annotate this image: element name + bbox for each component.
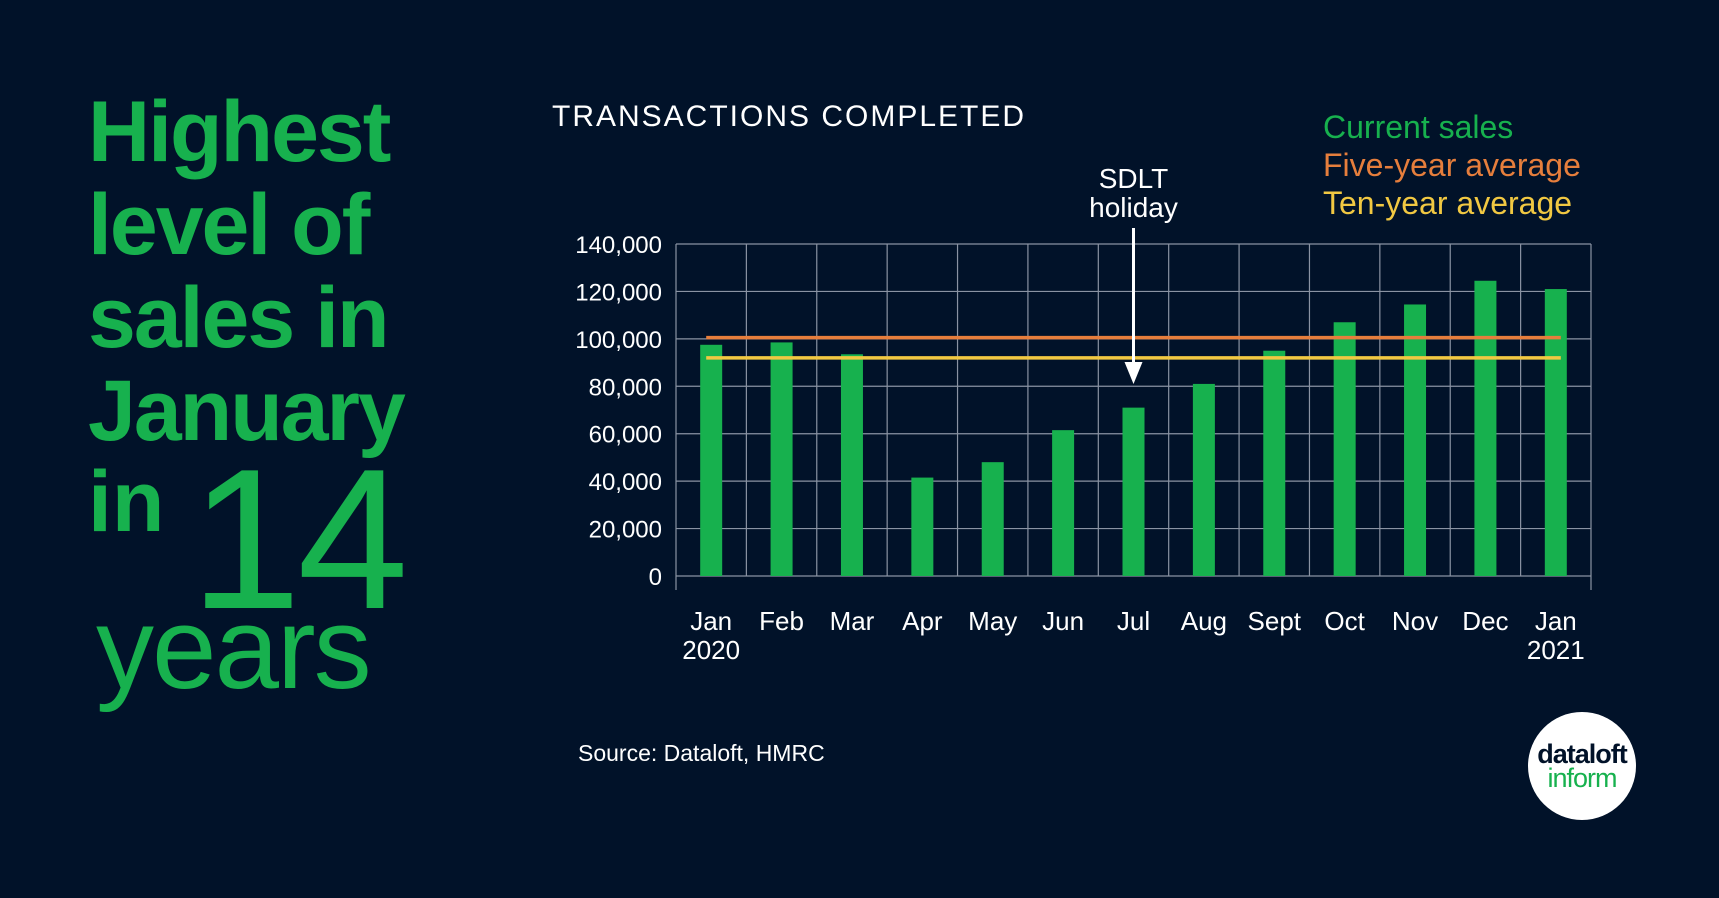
y-tick-label: 40,000 xyxy=(589,469,662,496)
chart-title: TRANSACTIONS COMPLETED xyxy=(552,100,1027,133)
y-tick-label: 100,000 xyxy=(575,327,662,354)
logo-text-inform: inform xyxy=(1547,763,1617,793)
x-tick-label: Apr xyxy=(902,606,943,636)
bar-apr xyxy=(911,477,934,576)
x-tick-label: Jan xyxy=(1535,606,1577,636)
annotation-text-line-1: SDLT xyxy=(1099,163,1169,194)
headline-line-2: level of xyxy=(88,177,370,273)
x-tick-label: Jan xyxy=(690,606,732,636)
logo-text-dataloft: dataloft xyxy=(1537,739,1627,769)
bar-mar xyxy=(840,354,863,576)
dataloft-inform-logo: dataloft inform xyxy=(1528,712,1636,820)
bar-nov xyxy=(1404,304,1427,576)
annotation-text-line-2: holiday xyxy=(1089,192,1178,223)
headline-years: years xyxy=(96,583,372,713)
annotation-arrow-head xyxy=(1124,362,1143,384)
x-tick-label: Sept xyxy=(1248,606,1302,636)
headline-line-4: January xyxy=(88,363,406,459)
legend: Current sales Five-year average Ten-year… xyxy=(1323,108,1581,222)
x-tick-label: May xyxy=(968,606,1017,636)
y-tick-label: 120,000 xyxy=(575,279,662,306)
x-tick-label: Mar xyxy=(830,606,875,636)
bar-jan-2020 xyxy=(700,344,723,576)
y-tick-label: 0 xyxy=(649,564,662,591)
y-tick-label: 60,000 xyxy=(589,422,662,449)
bar-jul xyxy=(1122,407,1145,576)
legend-ten-year-average: Ten-year average xyxy=(1323,185,1573,221)
bar-may xyxy=(981,462,1004,576)
bar-oct xyxy=(1333,322,1356,576)
bar-feb xyxy=(770,342,793,576)
x-tick-label: Jul xyxy=(1117,606,1150,636)
bar-sept xyxy=(1263,350,1286,576)
x-tick-label: Jun xyxy=(1042,606,1084,636)
y-tick-label: 140,000 xyxy=(575,232,662,259)
headline-line-1: Highest xyxy=(88,84,391,180)
x-tick-label: Feb xyxy=(759,606,804,636)
x-tick-label: Aug xyxy=(1181,606,1227,636)
headline: Highest level of sales in January xyxy=(88,84,406,459)
bar-jan-2021 xyxy=(1544,289,1567,576)
x-tick-label: Oct xyxy=(1324,606,1365,636)
source-note: Source: Dataloft, HMRC xyxy=(578,740,825,766)
bar-aug xyxy=(1192,383,1215,576)
x-tick-label: 2021 xyxy=(1527,635,1585,665)
y-tick-label: 20,000 xyxy=(589,517,662,544)
headline-number: 14 xyxy=(190,428,408,651)
headline-line-3: sales in xyxy=(88,270,390,366)
bar-dec xyxy=(1474,280,1497,576)
legend-five-year-average: Five-year average xyxy=(1323,147,1581,183)
x-tick-label: 2020 xyxy=(682,635,740,665)
x-tick-label: Dec xyxy=(1462,606,1508,636)
x-tick-label: Nov xyxy=(1392,606,1438,636)
y-tick-label: 80,000 xyxy=(589,374,662,401)
bar-jun xyxy=(1052,430,1075,576)
legend-current-sales: Current sales xyxy=(1323,109,1514,145)
headline-in: in xyxy=(88,454,165,550)
